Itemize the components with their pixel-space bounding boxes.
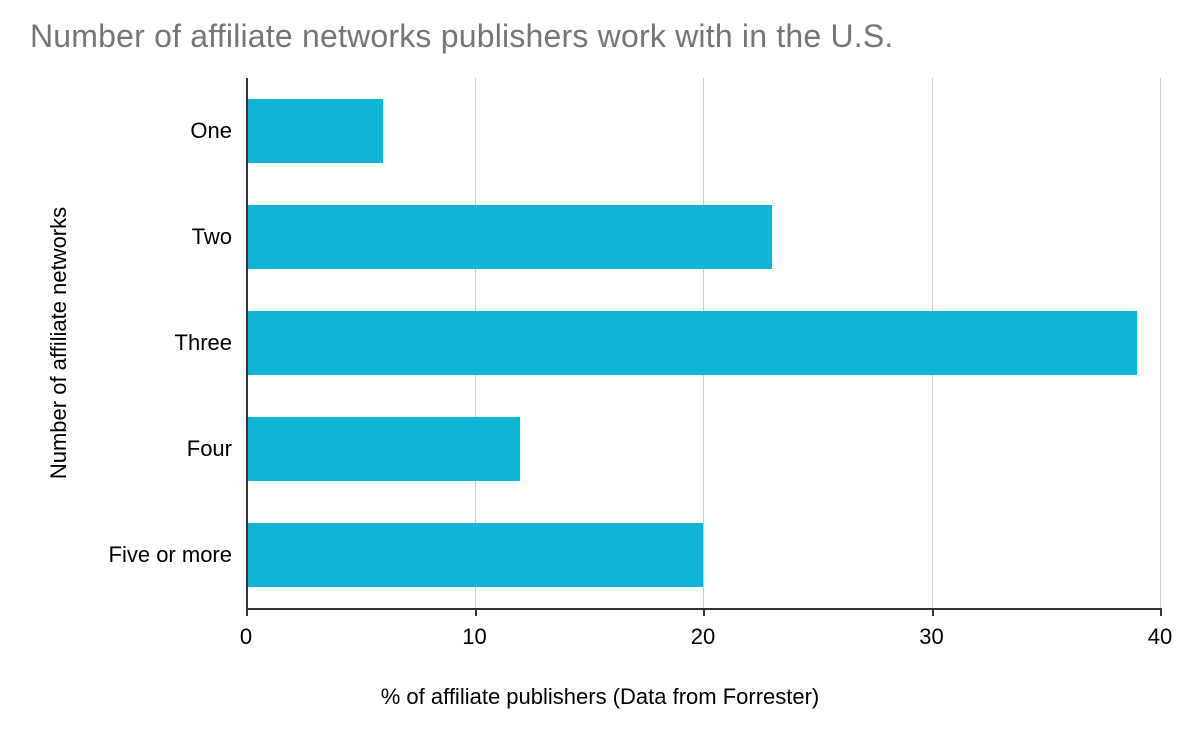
bar-five-or-more <box>246 523 703 587</box>
x-tick-10 <box>475 608 477 616</box>
x-tick-label-30: 30 <box>919 624 943 650</box>
y-axis-title: Number of affiliate networks <box>46 78 72 608</box>
cat-label-one: One <box>190 118 232 144</box>
x-axis-title: % of affiliate publishers (Data from For… <box>0 684 1200 710</box>
x-tick-40 <box>1160 608 1162 616</box>
x-tick-label-40: 40 <box>1148 624 1172 650</box>
x-tick-20 <box>703 608 705 616</box>
gridline-40 <box>1160 78 1161 608</box>
x-tick-30 <box>932 608 934 616</box>
bar-one <box>246 99 383 163</box>
cat-label-two: Two <box>192 224 232 250</box>
plot-area <box>246 78 1160 608</box>
bar-four <box>246 417 520 481</box>
y-axis-line <box>246 78 248 608</box>
cat-label-four: Four <box>187 436 232 462</box>
y-axis-title-wrap: Number of affiliate networks <box>46 0 76 78</box>
bar-two <box>246 205 772 269</box>
x-tick-0 <box>246 608 248 616</box>
chart-title: Number of affiliate networks publishers … <box>30 18 894 55</box>
x-tick-label-0: 0 <box>240 624 252 650</box>
x-tick-label-20: 20 <box>691 624 715 650</box>
cat-label-five-or-more: Five or more <box>109 542 232 568</box>
bar-three <box>246 311 1137 375</box>
chart-container: Number of affiliate networks publishers … <box>0 0 1200 742</box>
x-tick-label-10: 10 <box>462 624 486 650</box>
cat-label-three: Three <box>175 330 232 356</box>
